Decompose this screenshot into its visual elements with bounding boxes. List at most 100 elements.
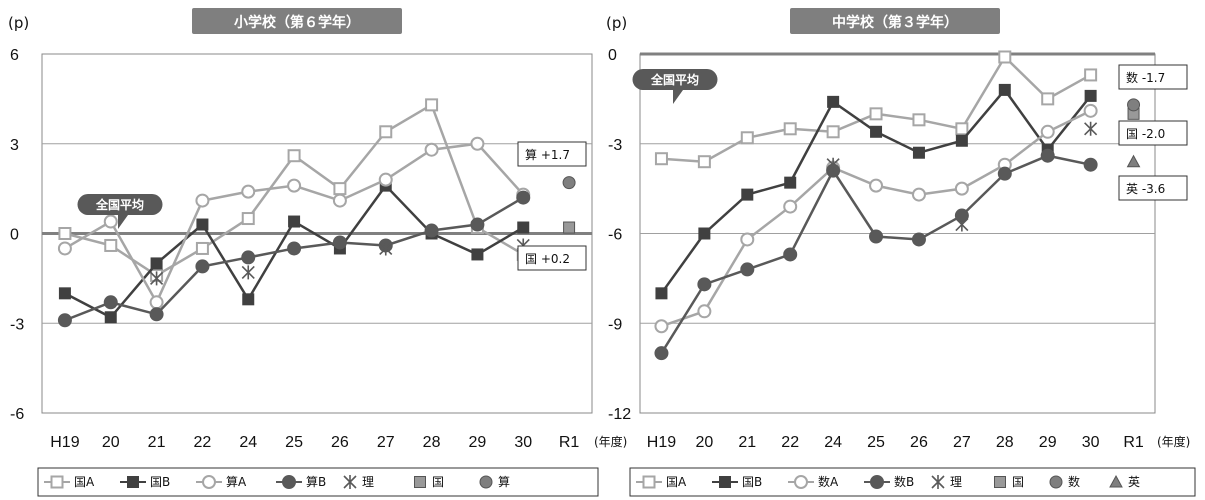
annotation-box — [1118, 64, 1188, 90]
data-point — [654, 319, 669, 334]
x-tick-label: 22 — [781, 434, 799, 451]
y-unit-label: (p) — [606, 14, 627, 32]
data-point — [655, 287, 668, 300]
annotation-box — [1118, 175, 1188, 201]
data-point — [103, 214, 118, 229]
data-point — [955, 122, 969, 136]
data-point — [424, 142, 439, 157]
data-point — [869, 107, 883, 121]
data-point — [287, 178, 302, 193]
national-average-label: 全国平均 — [95, 197, 144, 212]
legend-label: 算A — [226, 474, 247, 489]
y-tick-label: 6 — [10, 47, 19, 64]
data-point — [740, 131, 754, 145]
data-point — [195, 259, 210, 274]
legend-marker — [870, 475, 884, 489]
data-point — [150, 257, 163, 270]
data-point — [517, 221, 530, 234]
data-point — [870, 125, 883, 138]
data-point — [470, 136, 485, 151]
series-算A — [57, 136, 531, 310]
legend-marker — [1109, 474, 1123, 488]
data-point — [1040, 148, 1055, 163]
data-point — [149, 295, 164, 310]
series-算 — [562, 176, 576, 190]
data-point — [195, 193, 210, 208]
legend-marker — [414, 476, 426, 488]
annotation-label: 英 -3.6 — [1126, 182, 1165, 196]
y-tick-label: -12 — [608, 406, 631, 423]
data-point — [58, 287, 71, 300]
annotation-box — [517, 245, 587, 271]
x-tick-label: 21 — [148, 434, 166, 451]
data-point — [287, 241, 302, 256]
legend-marker — [343, 475, 357, 489]
data-point — [471, 248, 484, 261]
legend-label: 英 — [1128, 475, 1140, 489]
legend-label: 国A — [666, 475, 687, 489]
legend-marker — [931, 475, 945, 489]
data-point — [1041, 92, 1055, 106]
data-point — [997, 166, 1012, 181]
data-point — [869, 229, 884, 244]
data-point — [332, 193, 347, 208]
data-point — [562, 176, 576, 190]
data-point — [1126, 154, 1141, 168]
x-tick-label: 28 — [996, 434, 1014, 451]
y-tick-label: -3 — [608, 137, 622, 154]
x-tick-label: R1 — [1123, 434, 1144, 451]
legend-marker — [50, 475, 64, 489]
legend-marker — [794, 475, 808, 489]
title-banner — [790, 8, 1000, 34]
data-point — [103, 295, 118, 310]
data-point — [998, 50, 1012, 64]
legend-label: 算B — [306, 474, 326, 489]
data-point — [104, 311, 117, 324]
x-tick-label: H19 — [647, 434, 676, 451]
data-point — [911, 232, 926, 247]
data-point — [57, 313, 72, 328]
legend-label: 数A — [818, 474, 839, 489]
data-point — [1127, 98, 1141, 112]
data-point — [288, 215, 301, 228]
chart-title: 小学校（第６学年） — [234, 14, 360, 31]
annotation-label: 算 +1.7 — [525, 147, 570, 162]
annotation-label: 国 -2.0 — [1126, 127, 1165, 141]
data-point — [470, 217, 485, 232]
data-point — [827, 95, 840, 108]
legend — [37, 467, 599, 497]
data-point — [379, 125, 393, 139]
data-point — [1084, 89, 1097, 102]
y-tick-label: 0 — [10, 227, 19, 244]
data-point — [424, 223, 439, 238]
chart-title: 中学校（第３学年） — [832, 14, 958, 31]
series-英 — [1126, 154, 1141, 168]
legend-marker — [642, 475, 656, 489]
x-unit-label: (年度) — [594, 434, 627, 449]
data-point — [783, 199, 798, 214]
series-数 — [1127, 98, 1141, 112]
legend-marker — [994, 476, 1006, 488]
data-point — [826, 125, 840, 139]
legend-label: 数 — [1068, 474, 1080, 489]
data-point — [104, 238, 118, 252]
data-point — [241, 265, 255, 280]
annotation-box — [1118, 120, 1188, 146]
data-point — [654, 346, 669, 361]
x-tick-label: 27 — [953, 434, 971, 451]
x-tick-label: 24 — [824, 434, 842, 451]
data-point — [697, 304, 712, 319]
legend-label: 国 — [1012, 475, 1024, 489]
data-point — [826, 157, 840, 172]
x-tick-label: H19 — [50, 434, 79, 451]
title-banner — [192, 8, 402, 34]
legend-label: 理 — [362, 475, 374, 489]
data-point — [196, 218, 209, 231]
data-point — [911, 187, 926, 202]
data-point — [998, 83, 1011, 96]
data-point — [58, 227, 72, 240]
legend-marker — [719, 476, 731, 488]
annotation-label: 数 -1.7 — [1126, 70, 1165, 85]
data-point — [378, 172, 393, 187]
data-point — [150, 271, 164, 286]
